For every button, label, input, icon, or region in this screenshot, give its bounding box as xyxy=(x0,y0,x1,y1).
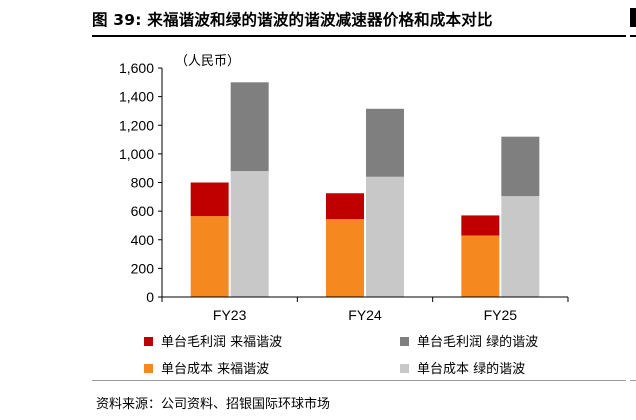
y-tick-label: 1,000 xyxy=(119,146,154,162)
legend-label: 单台毛利润 绿的谐波 xyxy=(417,335,539,350)
legend-swatch xyxy=(400,364,409,373)
y-unit-label: （人民币） xyxy=(175,54,241,69)
legend-swatch xyxy=(400,337,409,346)
bar-laifu-cost-fy23 xyxy=(190,216,229,297)
bar-leaderdrive-profit-fy24 xyxy=(366,108,404,177)
source-rule xyxy=(92,380,626,381)
bar-leaderdrive-profit-fy23 xyxy=(230,82,269,172)
legend-label: 单台毛利润 来福谐波 xyxy=(161,335,283,350)
legend-label: 单台成本 来福谐波 xyxy=(161,362,270,377)
y-tick-label: 600 xyxy=(131,203,155,219)
bar-leaderdrive-cost-fy25 xyxy=(501,196,540,297)
bar-laifu-profit-fy23 xyxy=(190,182,229,217)
bar-leaderdrive-profit-fy25 xyxy=(501,136,540,197)
legend-item-ld-profit: 单台毛利润 绿的谐波 xyxy=(400,331,538,350)
y-tick-label: 800 xyxy=(131,175,155,191)
source-note: 资料来源：公司资料、招银国际环球市场 xyxy=(96,397,331,412)
y-tick-label: 1,200 xyxy=(119,117,154,133)
legend-swatch xyxy=(144,337,153,346)
y-tick-label: 1,400 xyxy=(119,89,154,105)
x-tick-label: FY24 xyxy=(348,307,382,323)
bar-laifu-cost-fy24 xyxy=(326,218,364,297)
bar-leaderdrive-cost-fy23 xyxy=(230,171,269,297)
legend-item-lf-profit: 单台毛利润 来福谐波 xyxy=(144,331,282,350)
x-tick-label: FY25 xyxy=(484,307,518,323)
y-tick-label: 200 xyxy=(131,260,155,276)
bar-leaderdrive-cost-fy24 xyxy=(366,176,404,297)
bar-laifu-profit-fy25 xyxy=(461,215,500,236)
legend-item-lf-cost: 单台成本 来福谐波 xyxy=(144,358,269,377)
legend-swatch xyxy=(144,364,153,373)
adjacent-figure-edge xyxy=(630,8,636,27)
y-tick-label: 400 xyxy=(131,232,155,248)
title-rule xyxy=(92,35,626,37)
bar-laifu-cost-fy25 xyxy=(461,235,500,297)
y-tick-label: 1,600 xyxy=(119,60,154,76)
adjacent-figure-bottom-rule xyxy=(630,380,636,381)
y-tick-label: 0 xyxy=(146,289,154,305)
adjacent-figure-rule xyxy=(630,35,636,37)
legend-label: 单台成本 绿的谐波 xyxy=(417,362,526,377)
x-tick-label: FY23 xyxy=(213,307,247,323)
bar-laifu-profit-fy24 xyxy=(326,193,364,219)
legend-item-ld-cost: 单台成本 绿的谐波 xyxy=(400,358,525,377)
figure-title: 图 39: 来福谐波和绿的谐波的谐波减速器价格和成本对比 xyxy=(92,11,493,29)
